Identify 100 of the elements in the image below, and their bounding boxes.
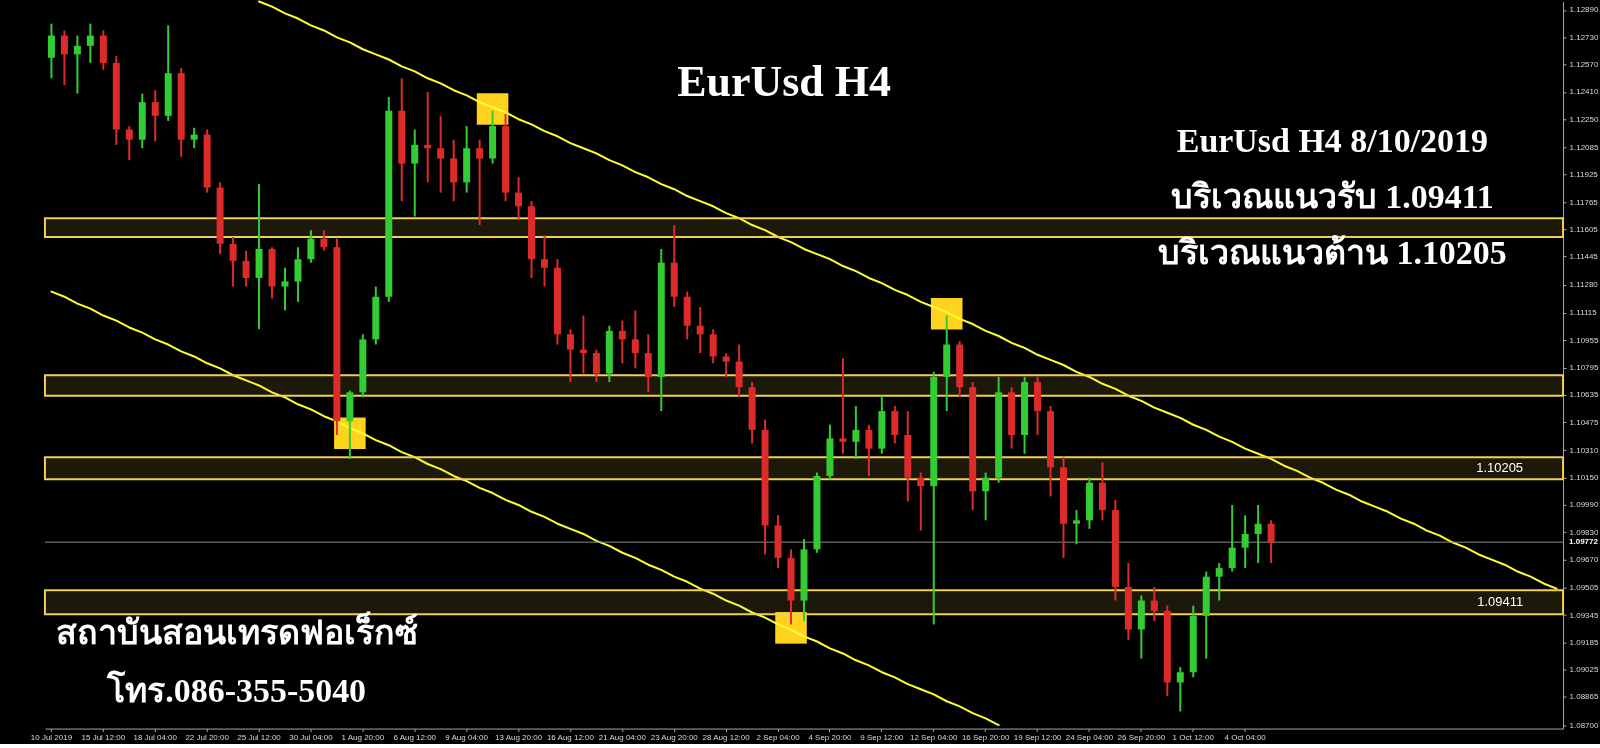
candlestick <box>125 125 133 162</box>
y-tick-label: 1.10955 <box>1569 335 1599 345</box>
annotation: โทร.086-355-5040 <box>106 669 367 709</box>
candlestick <box>281 266 289 312</box>
y-tick-label: 1.11445 <box>1569 252 1599 262</box>
annotation: บริเวณแนวรับ 1.09411 <box>1170 178 1494 216</box>
candlestick <box>294 246 302 303</box>
candlestick <box>540 234 548 288</box>
annotation: สถาบันสอนเทรดฟอเร็กซ์ <box>55 610 418 651</box>
candlestick <box>1150 585 1158 623</box>
y-tick-label: 1.08865 <box>1569 692 1599 702</box>
candlestick <box>891 404 899 445</box>
candlestick <box>476 138 484 227</box>
x-tick-label: 1 Oct 12:00 <box>1172 733 1215 743</box>
candlestick <box>644 333 652 394</box>
candlestick <box>1254 503 1262 564</box>
x-tick-label: 16 Aug 12:00 <box>546 733 595 743</box>
x-tick-label: 4 Sep 20:00 <box>808 733 853 743</box>
candlestick <box>709 328 717 365</box>
y-tick-label: 1.10310 <box>1569 445 1599 455</box>
candlestick <box>411 128 419 218</box>
y-tick-label: 1.09830 <box>1569 527 1599 537</box>
y-tick-label: 1.11605 <box>1569 224 1599 234</box>
x-tick-label: 9 Aug 04:00 <box>445 733 489 743</box>
candlestick <box>515 176 523 221</box>
candlestick <box>60 29 68 87</box>
x-tick-label: 22 Jul 20:00 <box>185 733 230 743</box>
y-tick-label: 1.10150 <box>1569 473 1599 483</box>
candlestick <box>47 22 55 80</box>
y-tick-label: 1.12570 <box>1569 60 1599 70</box>
candlestick <box>229 236 237 288</box>
candlestick <box>307 229 315 264</box>
y-tick-label: 1.09670 <box>1569 555 1599 565</box>
x-tick-label: 4 Oct 04:00 <box>1224 733 1267 743</box>
candlestick <box>852 404 860 460</box>
x-tick-label: 1 Aug 20:00 <box>341 733 385 743</box>
y-tick-label: 1.12890 <box>1569 5 1599 15</box>
candlestick <box>450 138 458 203</box>
x-tick-label: 15 Jul 12:00 <box>81 733 126 743</box>
y-tick-label: 1.10795 <box>1569 363 1599 373</box>
y-tick-label: 1.11115 <box>1569 308 1598 318</box>
line-series <box>258 0 1558 590</box>
candlestick <box>151 89 159 143</box>
y-tick-label: 1.09345 <box>1569 610 1599 620</box>
candlestick <box>696 305 704 355</box>
x-tick-label: 18 Jul 04:00 <box>133 733 178 743</box>
y-tick-label: 1.12730 <box>1569 32 1599 42</box>
line-series <box>50 290 1000 727</box>
y-tick-label: 1.09185 <box>1569 637 1599 647</box>
candlestick <box>242 249 250 288</box>
candlestick <box>982 471 990 522</box>
y-tick-label: 1.10635 <box>1569 390 1599 400</box>
x-tick-label: 12 Sep 04:00 <box>909 733 959 743</box>
y-tick-label: 1.11765 <box>1569 197 1599 207</box>
x-tick-label: 30 Jul 04:00 <box>289 733 334 743</box>
x-tick-label: 23 Aug 20:00 <box>650 733 699 743</box>
y-tick-label: 1.11280 <box>1569 280 1599 290</box>
text: EurUsd H4 <box>677 57 891 107</box>
candlestick <box>917 471 925 532</box>
point <box>930 298 963 330</box>
annotation: EurUsd H4 8/10/2019 <box>1176 122 1488 160</box>
candlestick <box>1241 514 1249 570</box>
band-label: 1.09411 <box>1477 594 1524 610</box>
candlestick <box>1228 503 1236 573</box>
candlestick <box>1072 509 1080 546</box>
candlestick <box>722 352 730 378</box>
x-tick-label: 9 Sep 12:00 <box>860 733 904 743</box>
candlestick <box>1176 666 1184 713</box>
candlestick <box>592 348 600 384</box>
candlestick <box>86 22 94 64</box>
candlestick <box>1215 562 1223 602</box>
candlestick <box>865 423 873 477</box>
x-tick-label: 10 Jul 2019 <box>30 733 73 743</box>
x-tick-label: 13 Aug 20:00 <box>495 733 543 743</box>
x-tick-label: 28 Aug 12:00 <box>702 733 751 743</box>
x-tick-label: 21 Aug 04:00 <box>598 733 647 743</box>
y-tick-label: 1.09505 <box>1569 583 1599 593</box>
x-tick-label: 25 Jul 12:00 <box>237 733 282 743</box>
x-tick-label: 24 Sep 04:00 <box>1065 733 1114 743</box>
candlestick <box>618 319 626 365</box>
x-tick-label: 19 Sep 12:00 <box>1013 733 1062 743</box>
x-tick-label: 16 Sep 20:00 <box>961 733 1010 743</box>
x-tick-label: 6 Aug 12:00 <box>393 733 437 743</box>
y-tick-label: 1.11925 <box>1569 170 1599 180</box>
candlestick <box>190 126 198 150</box>
candlestick <box>320 229 328 252</box>
y-tick-label: 1.12250 <box>1569 114 1599 124</box>
y-tick-label: 1.12085 <box>1569 142 1599 152</box>
x-tick-label: 2 Sep 04:00 <box>756 733 801 743</box>
candlestick <box>631 309 639 370</box>
y-tick-label: 1.08700 <box>1569 720 1599 730</box>
candlestick <box>839 357 847 455</box>
candlestick <box>73 34 81 95</box>
candlestick <box>437 114 445 194</box>
candlestick <box>1267 519 1275 564</box>
annotation: บริเวณแนวต้าน 1.10205 <box>1157 234 1507 272</box>
y-tick-label: 1.10475 <box>1569 417 1599 427</box>
candlestick <box>566 328 574 384</box>
x-tick-label: 26 Sep 20:00 <box>1117 733 1166 743</box>
band-label: 1.10205 <box>1476 460 1524 476</box>
